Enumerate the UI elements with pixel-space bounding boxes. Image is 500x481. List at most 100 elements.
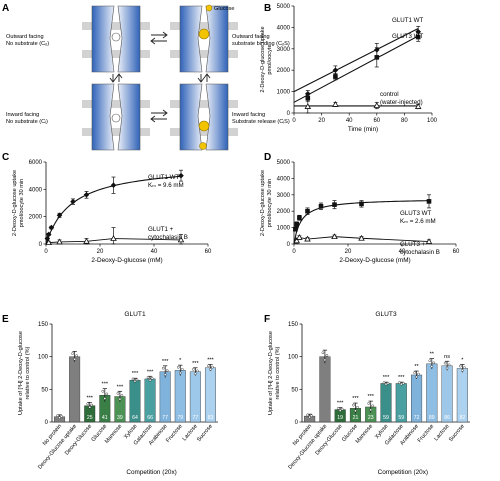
data-point [293, 226, 298, 232]
replicate-dot [211, 365, 214, 369]
x-tick-label: 20 [345, 249, 352, 255]
bar-value-label: 79 [177, 415, 183, 421]
transporter-half [179, 83, 203, 151]
arrow-left-icon [150, 115, 167, 123]
bar-value-label: 64 [132, 415, 138, 421]
replicate-dot [308, 415, 311, 419]
arrow-up-icon [203, 73, 211, 82]
arrow-down-icon [197, 74, 205, 83]
binding-site [111, 32, 121, 42]
y-axis-label: Uptake of [³H] 2-Deoxy-D-glucose [18, 331, 24, 415]
bar-value-label: 77 [162, 415, 168, 421]
significance-marker: *** [117, 384, 124, 390]
data-point [414, 103, 422, 109]
transporter-half [117, 83, 141, 151]
y-tick-label: 4000 [277, 25, 291, 31]
bar [426, 363, 438, 423]
chart-title: GLUT3 [375, 311, 397, 318]
replicate-dot [356, 405, 359, 409]
bar-value-label: 77 [192, 415, 198, 421]
replicate-dot [417, 372, 420, 376]
membrane-band [170, 128, 238, 136]
membrane-band [170, 100, 238, 108]
data-point [83, 237, 90, 244]
bar-value-label: 41 [102, 415, 108, 421]
replicate-dot [178, 371, 182, 375]
x-tick-label: 0 [292, 249, 296, 255]
arrow-down-icon [109, 74, 117, 83]
significance-marker: * [179, 358, 182, 364]
data-point [333, 74, 338, 79]
membrane-band [170, 50, 238, 58]
x-axis-label: Competition (20x) [126, 469, 176, 476]
replicate-dot [71, 352, 74, 355]
transporter-half [117, 5, 141, 73]
replicate-dot [413, 371, 416, 374]
replicate-dot [321, 351, 325, 355]
significance-marker: *** [352, 396, 359, 402]
replicate-dot [367, 402, 371, 405]
x-tick-label: 40 [346, 118, 353, 124]
bar-value-label: 86 [444, 415, 450, 421]
transporter-half [91, 83, 115, 151]
series-sublabel: cytochalasin B [148, 234, 188, 241]
data-point [48, 224, 55, 231]
replicate-dot [161, 366, 165, 370]
replicate-dot [401, 381, 405, 385]
state-detail: substrate binding (CₒS) [232, 41, 290, 47]
y-tick-label: 50 [291, 387, 298, 393]
y-tick-label: 6000 [29, 160, 43, 166]
glucose-molecule [198, 120, 210, 132]
x-axis-label: 2-Deoxy-D-glucose (mM) [91, 257, 162, 264]
y-tick-label: 3000 [277, 47, 291, 53]
significance-marker: *** [102, 382, 109, 388]
replicate-dot [165, 369, 169, 372]
fit-line [293, 27, 419, 93]
replicate-dot [105, 392, 109, 396]
y-axis-label: pmol/oocyte 30 min [19, 179, 25, 228]
panel-letter: C [2, 152, 9, 163]
significance-marker: *** [383, 375, 390, 381]
x-tick-label: 80 [401, 118, 408, 124]
panel-letter: B [264, 3, 271, 14]
x-tick-label: 0 [44, 249, 48, 255]
membrane-band [82, 128, 150, 136]
data-point [56, 212, 63, 219]
data-point [56, 238, 63, 245]
y-tick-label: 0 [287, 111, 291, 117]
category-label: Sucrose [196, 423, 214, 443]
data-point [415, 34, 421, 40]
membrane-band [82, 100, 150, 108]
replicate-dot [352, 403, 355, 407]
significance-marker: *** [86, 395, 93, 401]
y-tick-label: 0 [287, 242, 291, 248]
y-axis-label: relative to control (%) [275, 346, 281, 399]
bar-value-label: 72 [414, 415, 420, 421]
y-tick-label: 4000 [277, 176, 291, 182]
y-tick-label: 1000 [277, 90, 291, 96]
replicate-dot [120, 394, 124, 397]
data-point [293, 237, 300, 244]
transporter-half [205, 83, 229, 151]
significance-marker: * [461, 358, 464, 364]
x-tick-label: 100 [427, 118, 438, 124]
replicate-dot [209, 368, 212, 371]
y-tick-label: 0 [45, 420, 49, 426]
data-point [178, 172, 184, 179]
category-label: Sucrose [448, 423, 466, 443]
data-point [110, 235, 117, 241]
series-label: GLUT3 WT [400, 210, 432, 217]
replicate-dot [382, 381, 386, 384]
significance-marker: ** [414, 364, 419, 370]
replicate-dot [58, 416, 61, 420]
panel-e-glut1-competition: E GLUT1 0 50 100 150 Uptake of [³H] 2-Deoxy-D-… [2, 311, 218, 476]
significance-marker: *** [367, 394, 374, 400]
data-point [332, 67, 339, 73]
replicate-dot [60, 415, 63, 418]
y-axis-label: Uptake of [³H] 2-Deoxy-D-glucose [268, 331, 274, 415]
data-point [305, 95, 311, 101]
y-tick-label: 100 [38, 355, 49, 361]
y-tick-label: 2000 [277, 68, 291, 74]
replicate-dot [135, 378, 139, 382]
transporter-half [91, 5, 115, 73]
